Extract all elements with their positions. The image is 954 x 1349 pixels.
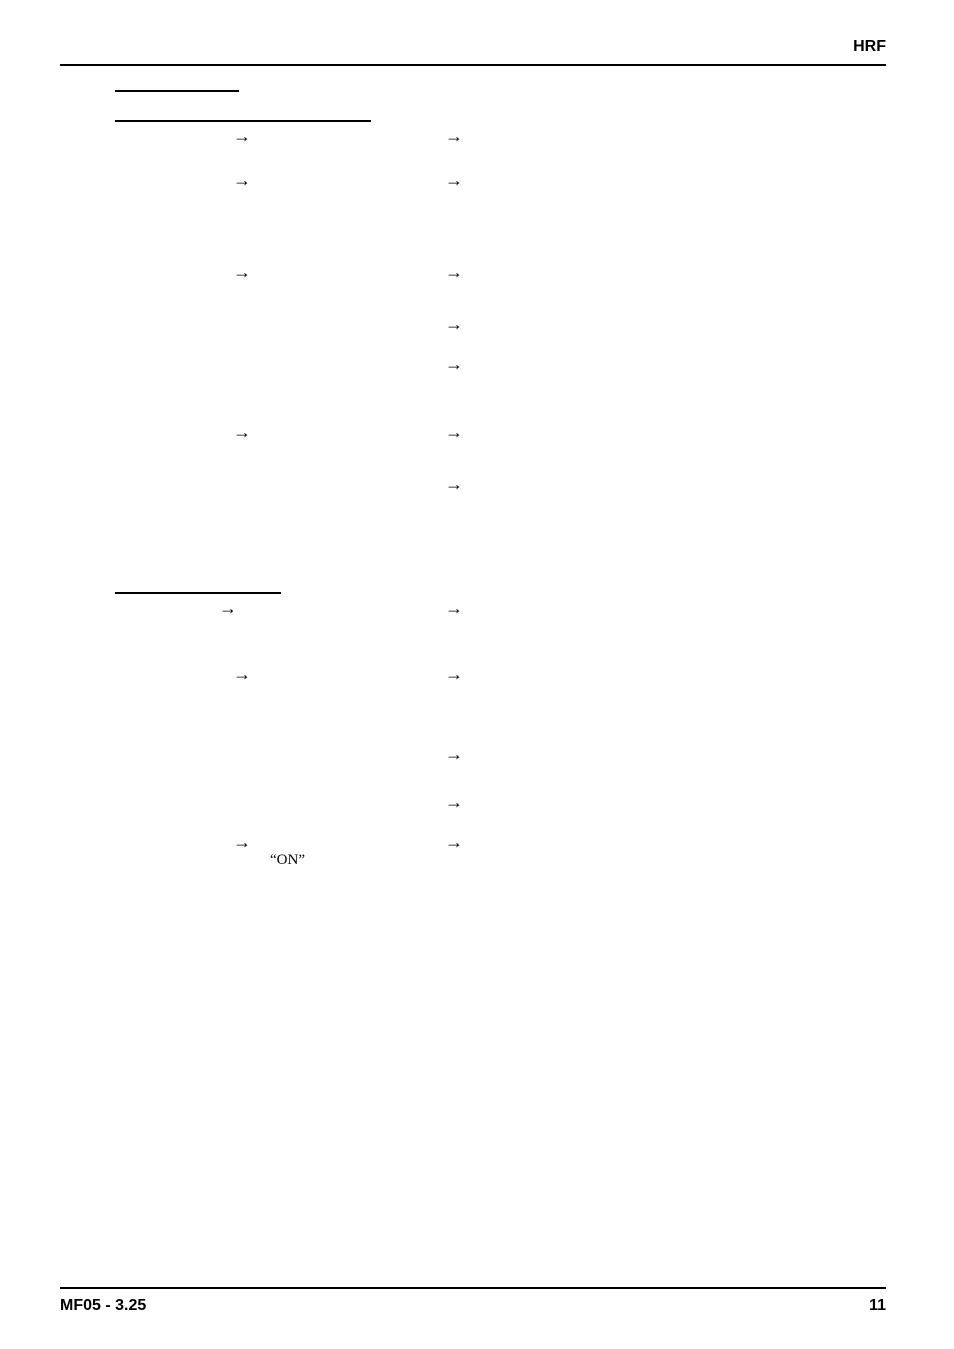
- row: →→: [115, 262, 886, 314]
- content-area: →→→→→→→→→→→ →→→→→→→→“ON”: [115, 90, 886, 880]
- document-page: HRF →→→→→→→→→→→ →→→→→→→→“ON” MF05 - 3.25…: [0, 0, 954, 1349]
- footer-left: MF05 - 3.25: [60, 1297, 146, 1315]
- arrow-right-icon: →: [233, 832, 251, 853]
- row: →: [115, 314, 886, 354]
- on-label: “ON”: [270, 852, 305, 869]
- page-number: 11: [869, 1297, 886, 1315]
- arrow-right-icon: →: [445, 664, 463, 685]
- arrow-right-icon: →: [445, 474, 463, 495]
- header-rule: [60, 64, 886, 66]
- row: →: [115, 474, 886, 562]
- arrow-right-icon: →: [445, 262, 463, 283]
- arrow-right-icon: →: [445, 792, 463, 813]
- arrow-right-icon: →: [219, 598, 237, 619]
- arrow-right-icon: →: [445, 126, 463, 147]
- arrow-right-icon: →: [233, 262, 251, 283]
- arrow-right-icon: →: [233, 170, 251, 191]
- group2: →→→→→→→→“ON”: [115, 598, 886, 880]
- arrow-right-icon: →: [445, 832, 463, 853]
- arrow-right-icon: →: [445, 744, 463, 765]
- section-rule-group2: [115, 592, 281, 594]
- arrow-right-icon: →: [233, 126, 251, 147]
- section-rule-top: [115, 90, 239, 92]
- row: →→: [115, 664, 886, 744]
- section-rule-group1: [115, 120, 371, 122]
- row: → → “ON”: [115, 832, 886, 880]
- arrow-right-icon: →: [445, 422, 463, 443]
- arrow-right-icon: →: [233, 664, 251, 685]
- row: →: [115, 744, 886, 792]
- arrow-right-icon: →: [445, 354, 463, 375]
- row: →: [115, 792, 886, 832]
- group1: →→→→→→→→→→→: [115, 126, 886, 562]
- header-label: HRF: [853, 38, 886, 56]
- arrow-right-icon: →: [445, 314, 463, 335]
- row: →→: [115, 422, 886, 474]
- row: →→: [115, 126, 886, 170]
- arrow-right-icon: →: [445, 170, 463, 191]
- row: →→: [115, 598, 886, 664]
- footer-rule: [60, 1287, 886, 1289]
- row: →→: [115, 170, 886, 262]
- arrow-right-icon: →: [233, 422, 251, 443]
- arrow-right-icon: →: [445, 598, 463, 619]
- row: →: [115, 354, 886, 422]
